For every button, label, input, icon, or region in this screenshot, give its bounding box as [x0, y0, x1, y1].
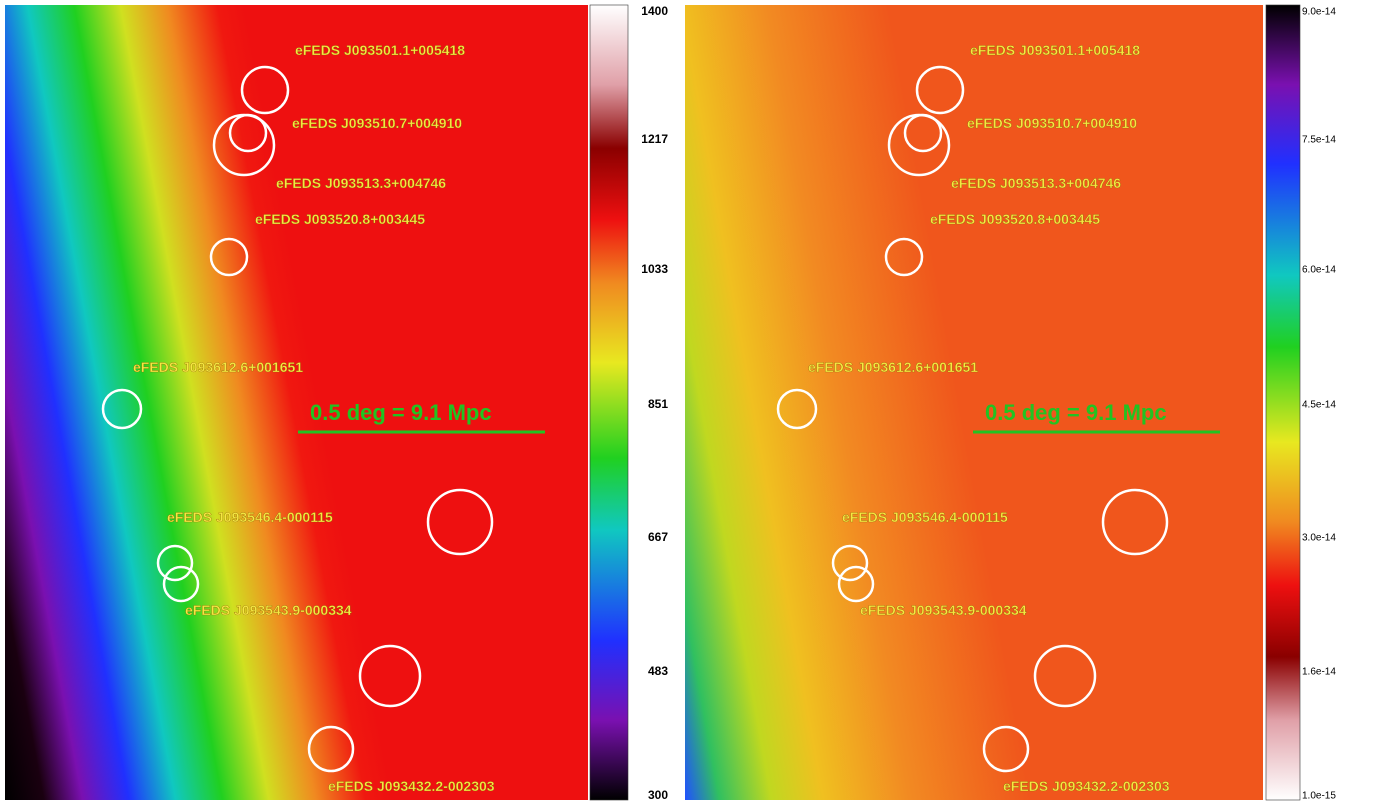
source-label: eFEDS J093543.9-000334	[860, 602, 1027, 618]
colorbar-tick: 1.6e-14	[1302, 667, 1336, 678]
scale-label: 0.5 deg = 9.1 Mpc	[310, 400, 492, 425]
source-label: eFEDS J093546.4-000115	[842, 509, 1008, 525]
source-label: eFEDS J093432.2-002303	[1003, 778, 1170, 794]
figure: eFEDS J093501.1+005418 eFEDS J093510.7+00…	[0, 0, 1373, 805]
source-label: eFEDS J093432.2-002303	[328, 778, 495, 794]
source-label: eFEDS J093520.8+003445	[930, 211, 1100, 227]
source-label: eFEDS J093513.3+004746	[276, 175, 446, 191]
colorbar-tick: 851	[648, 397, 668, 411]
colorbar-tick: 1.0e-15	[1302, 791, 1336, 802]
colorbar-right	[1266, 5, 1300, 800]
colorbar-tick: 300	[648, 788, 668, 802]
source-label: eFEDS J093543.9-000334	[185, 602, 352, 618]
source-label: eFEDS J093501.1+005418	[970, 42, 1140, 58]
colorbar-tick: 3.0e-14	[1302, 533, 1336, 544]
source-label: eFEDS J093501.1+005418	[295, 42, 465, 58]
source-label: eFEDS J093546.4-000115	[167, 509, 333, 525]
colorbar-tick: 4.5e-14	[1302, 400, 1336, 411]
colorbar-tick: 1217	[641, 132, 668, 146]
source-label: eFEDS J093513.3+004746	[951, 175, 1121, 191]
source-label: eFEDS J093612.6+001651	[808, 359, 978, 375]
colorbar-tick: 7.5e-14	[1302, 135, 1336, 146]
colorbar-tick: 483	[648, 664, 668, 678]
colorbar-tick: 9.0e-14	[1302, 7, 1336, 18]
scale-label: 0.5 deg = 9.1 Mpc	[985, 400, 1167, 425]
source-label: eFEDS J093612.6+001651	[133, 359, 303, 375]
colorbar-tick: 6.0e-14	[1302, 265, 1336, 276]
colorbar-left	[590, 5, 628, 800]
source-label: eFEDS J093510.7+004910	[292, 115, 462, 131]
colorbar-tick: 667	[648, 530, 668, 544]
colorbar-tick: 1400	[641, 4, 668, 18]
source-label: eFEDS J093520.8+003445	[255, 211, 425, 227]
source-label: eFEDS J093510.7+004910	[967, 115, 1137, 131]
colorbar-tick: 1033	[641, 262, 668, 276]
